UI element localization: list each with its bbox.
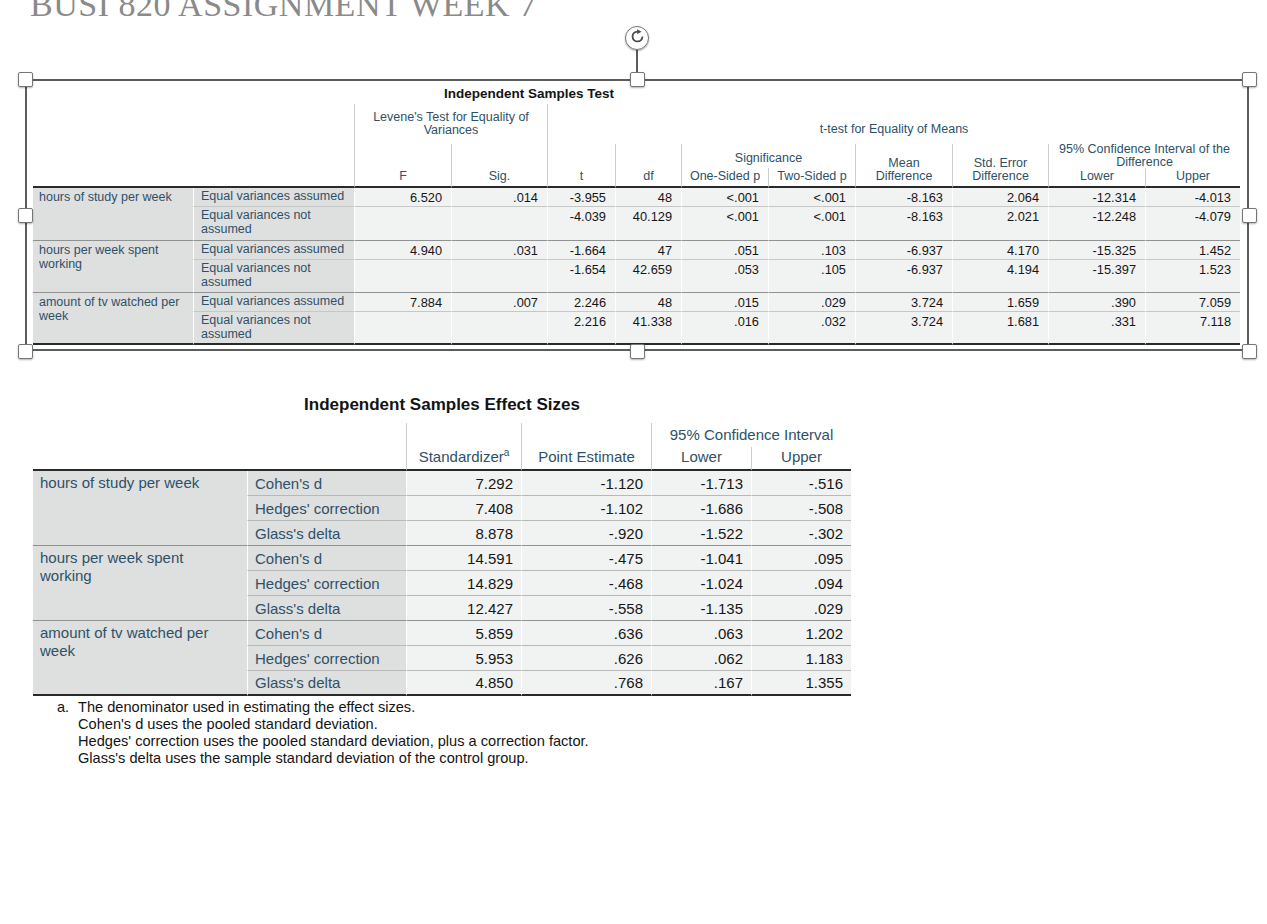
table2-stat-label: Hedges' correction xyxy=(247,496,406,521)
cell-standardizer: 7.408 xyxy=(406,496,521,521)
footnote-lines: The denominator used in estimating the e… xyxy=(78,699,589,767)
table2-variable-label: hours of study per week xyxy=(33,471,247,546)
cell-upper: -.302 xyxy=(751,521,851,546)
standardizer-footnote-ref: a xyxy=(504,447,510,458)
cell-lower: .167 xyxy=(651,671,751,696)
table2-grid: Standardizera Point Estimate 95% Confide… xyxy=(33,423,851,696)
cell-upper: -.516 xyxy=(751,471,851,496)
table2-header-spacer xyxy=(33,423,406,471)
cell-standardizer: 5.953 xyxy=(406,646,521,671)
rotate-handle[interactable] xyxy=(625,26,649,50)
resize-handle-middle-left[interactable] xyxy=(18,208,33,223)
cell-upper: .094 xyxy=(751,571,851,596)
cell-lower: -1.522 xyxy=(651,521,751,546)
cell-point-estimate: -1.120 xyxy=(521,471,651,496)
cell-point-estimate: -.475 xyxy=(521,546,651,571)
resize-handle-bottom-left[interactable] xyxy=(18,344,33,359)
document-page: BUSI 820 ASSIGNMENT WEEK 7 Independent S… xyxy=(0,0,1267,924)
cell-point-estimate: -.920 xyxy=(521,521,651,546)
cell-point-estimate: .636 xyxy=(521,621,651,646)
cell-point-estimate: -.558 xyxy=(521,596,651,621)
table2-col-lower: Lower xyxy=(651,447,751,471)
table2-stat-label: Glass's delta xyxy=(247,596,406,621)
table2-col-standardizer: Standardizera xyxy=(406,423,521,471)
table2-stat-label: Glass's delta xyxy=(247,671,406,696)
table2-stat-label: Hedges' correction xyxy=(247,571,406,596)
table2-variable-label: amount of tv watched per week xyxy=(33,621,247,696)
footnote-line: Glass's delta uses the sample standard d… xyxy=(78,750,589,767)
table2-footnote: a. The denominator used in estimating th… xyxy=(57,699,589,767)
cell-upper: -.508 xyxy=(751,496,851,521)
table2-col-point-estimate: Point Estimate xyxy=(521,423,651,471)
effect-sizes-table: Independent Samples Effect Sizes Standar… xyxy=(33,395,851,696)
cell-point-estimate: -.468 xyxy=(521,571,651,596)
cell-upper: 1.355 xyxy=(751,671,851,696)
table2-title: Independent Samples Effect Sizes xyxy=(33,395,851,415)
cell-lower: -1.135 xyxy=(651,596,751,621)
footnote-line: Hedges' correction uses the pooled stand… xyxy=(78,733,589,750)
cell-upper: .029 xyxy=(751,596,851,621)
cell-standardizer: 8.878 xyxy=(406,521,521,546)
cell-upper: 1.202 xyxy=(751,621,851,646)
table2-stat-label: Hedges' correction xyxy=(247,646,406,671)
cell-upper: 1.183 xyxy=(751,646,851,671)
resize-handle-top-left[interactable] xyxy=(18,72,33,87)
cell-lower: .063 xyxy=(651,621,751,646)
standardizer-label: Standardizer xyxy=(419,448,504,465)
cell-lower: -1.041 xyxy=(651,546,751,571)
footnote-marker: a. xyxy=(57,699,78,767)
table2-col-upper: Upper xyxy=(751,447,851,471)
cell-standardizer: 14.591 xyxy=(406,546,521,571)
resize-handle-middle-right[interactable] xyxy=(1242,208,1257,223)
resize-handle-top-middle[interactable] xyxy=(630,72,645,87)
selection-frame xyxy=(25,79,1249,351)
document-heading: BUSI 820 ASSIGNMENT WEEK 7 xyxy=(30,0,537,24)
footnote-line: The denominator used in estimating the e… xyxy=(78,699,589,716)
resize-handle-bottom-middle[interactable] xyxy=(630,344,645,359)
table2-stat-label: Cohen's d xyxy=(247,471,406,496)
resize-handle-bottom-right[interactable] xyxy=(1242,344,1257,359)
cell-lower: -1.686 xyxy=(651,496,751,521)
resize-handle-top-right[interactable] xyxy=(1242,72,1257,87)
cell-upper: .095 xyxy=(751,546,851,571)
cell-point-estimate: -1.102 xyxy=(521,496,651,521)
cell-lower: -1.024 xyxy=(651,571,751,596)
cell-standardizer: 14.829 xyxy=(406,571,521,596)
table2-ci-header: 95% Confidence Interval xyxy=(651,423,851,447)
cell-point-estimate: .626 xyxy=(521,646,651,671)
cell-point-estimate: .768 xyxy=(521,671,651,696)
cell-standardizer: 12.427 xyxy=(406,596,521,621)
cell-standardizer: 4.850 xyxy=(406,671,521,696)
table2-stat-label: Glass's delta xyxy=(247,521,406,546)
cell-lower: -1.713 xyxy=(651,471,751,496)
cell-lower: .062 xyxy=(651,646,751,671)
cell-standardizer: 5.859 xyxy=(406,621,521,646)
rotate-clockwise-icon xyxy=(630,29,645,48)
footnote-line: Cohen's d uses the pooled standard devia… xyxy=(78,716,589,733)
table2-stat-label: Cohen's d xyxy=(247,546,406,571)
table2-variable-label: hours per week spent working xyxy=(33,546,247,621)
cell-standardizer: 7.292 xyxy=(406,471,521,496)
table2-stat-label: Cohen's d xyxy=(247,621,406,646)
